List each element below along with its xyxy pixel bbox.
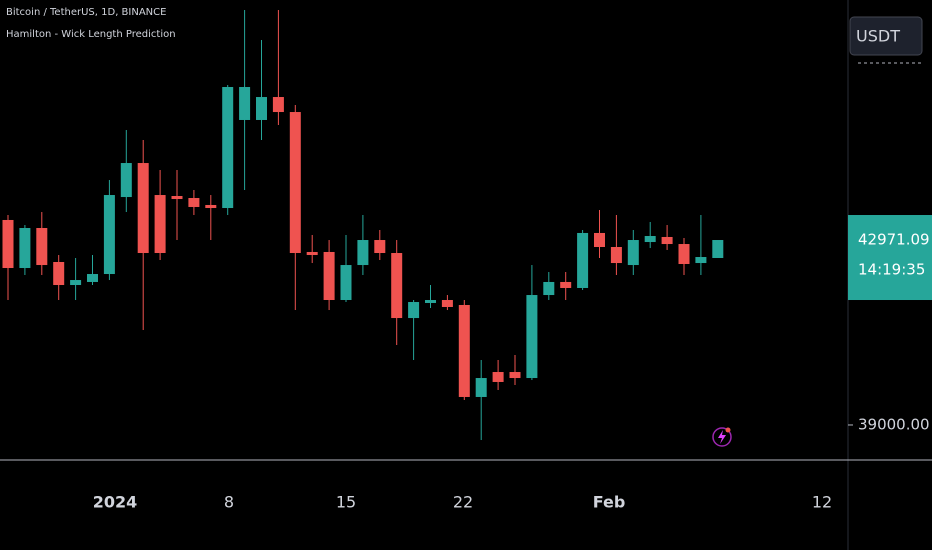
candle-body	[374, 240, 386, 254]
candle-body	[509, 372, 521, 379]
x-tick-label: 15	[336, 493, 356, 512]
symbol-title: Bitcoin / TetherUS, 1D, BINANCE	[6, 7, 166, 18]
indicator-title: Hamilton - Wick Length Prediction	[6, 29, 176, 40]
candle-body	[2, 219, 14, 269]
candle-body	[357, 240, 369, 266]
candle-body	[526, 295, 538, 379]
candle-body	[171, 195, 183, 200]
candle-body	[408, 302, 420, 319]
candle-body	[154, 195, 166, 254]
icon-bolt	[718, 430, 726, 444]
candle-body	[120, 163, 132, 198]
alert-icon[interactable]	[712, 427, 732, 447]
countdown-label: 14:19:35	[858, 261, 925, 279]
candle-body	[306, 251, 318, 256]
candle-body	[222, 87, 234, 209]
candle-body	[205, 204, 217, 209]
candle-body	[712, 240, 724, 258]
candle-body	[475, 378, 487, 397]
candle-body	[627, 240, 639, 266]
candle-body	[19, 227, 31, 269]
candle-body	[272, 97, 284, 113]
candle-body	[391, 253, 403, 319]
x-tick-label: Feb	[593, 493, 626, 512]
candle-body	[425, 300, 436, 303]
candle-body	[53, 261, 65, 286]
candle-body	[87, 274, 98, 282]
currency-label: USDT	[856, 27, 900, 46]
candle-body	[695, 257, 707, 264]
last-price-label: 42971.09	[858, 231, 930, 249]
candle-body	[70, 280, 82, 286]
candle-body	[661, 236, 673, 245]
candle-body	[323, 251, 335, 301]
x-tick-label: 8	[224, 493, 234, 512]
candle-body	[340, 265, 352, 301]
x-tick-label: 22	[453, 493, 473, 512]
candle-body	[458, 304, 470, 397]
candle-body	[188, 198, 200, 207]
candle-body	[36, 227, 48, 266]
candle-body	[577, 232, 589, 288]
candle-body	[678, 244, 690, 265]
candle-body	[103, 195, 115, 275]
y-tick-label: 39000.00	[858, 415, 930, 433]
candle-body	[441, 300, 453, 307]
candle-body	[594, 232, 605, 248]
candle-body	[492, 372, 504, 382]
candle-body	[543, 281, 555, 296]
candle-body	[239, 87, 251, 120]
candle-body	[610, 247, 622, 264]
icon-ring	[712, 427, 732, 447]
candle-body	[256, 97, 267, 120]
candle-body	[560, 281, 572, 288]
last-price-box	[848, 215, 932, 301]
x-tick-label: 2024	[93, 493, 138, 512]
icon-dot	[725, 427, 731, 433]
candle-body	[644, 236, 656, 243]
candle-body	[137, 163, 149, 254]
x-tick-label: 12	[812, 493, 832, 512]
currency-button[interactable]	[849, 16, 923, 56]
candle-body	[289, 112, 301, 254]
